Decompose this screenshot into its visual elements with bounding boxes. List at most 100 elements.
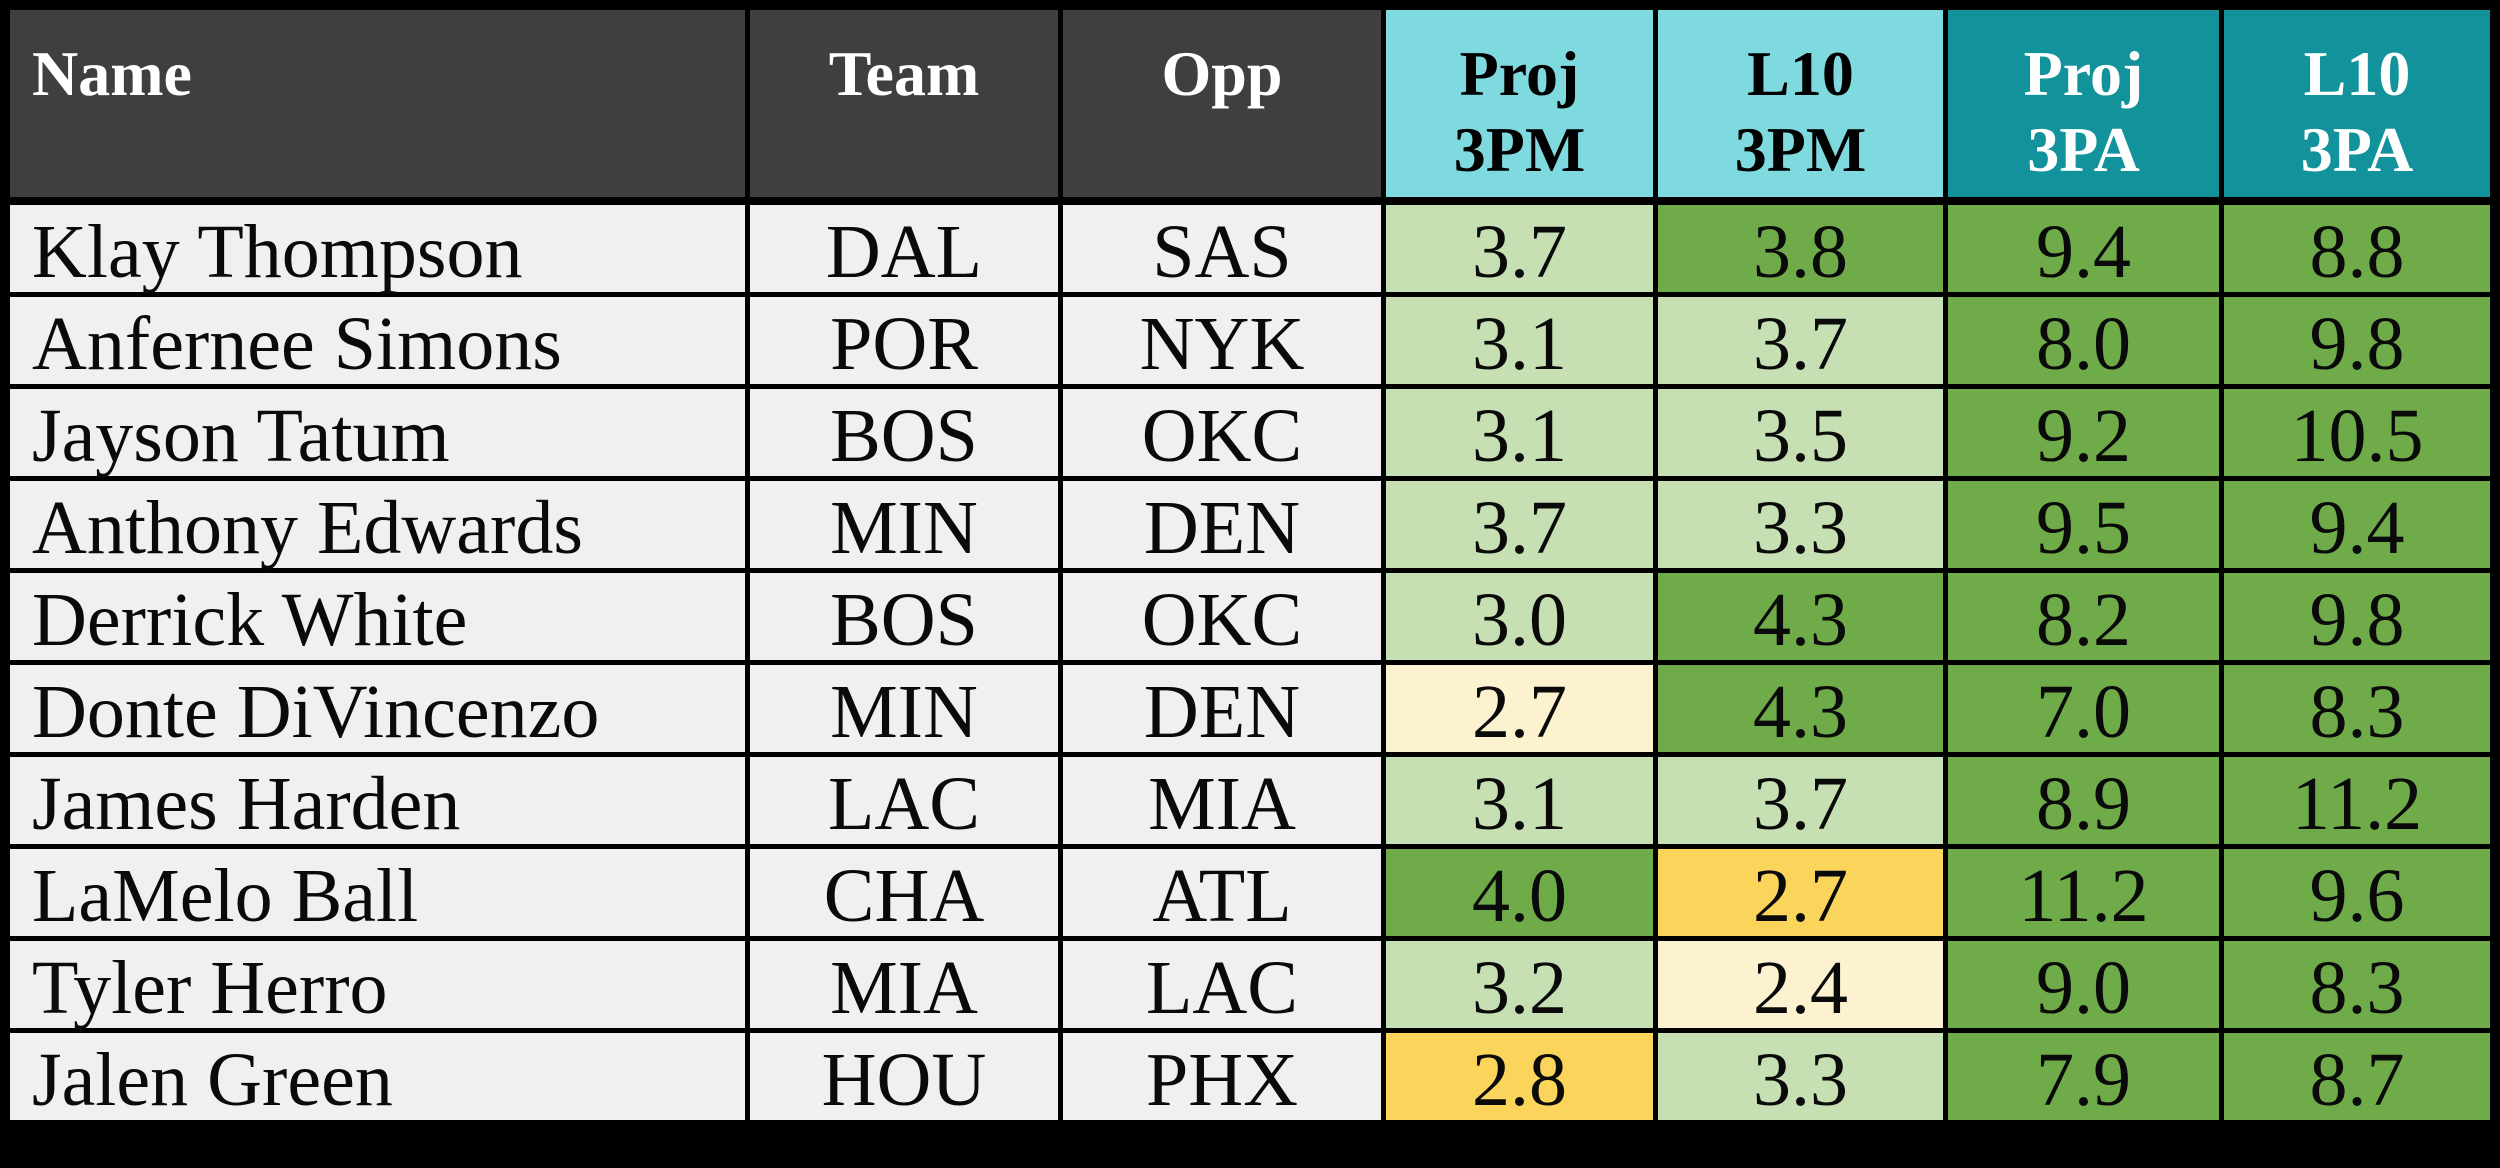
stat-cell-proj-3pm-label: 3.7 <box>1472 486 1567 570</box>
column-header-proj-3pm: Proj 3PM <box>1386 10 1653 200</box>
team-cell: MIN <box>750 481 1058 570</box>
stat-cell-proj-3pa: 9.0 <box>1948 941 2219 1030</box>
stat-cell-l10-3pm: 2.4 <box>1658 941 1943 1030</box>
stat-cell-l10-3pm: 2.7 <box>1658 849 1943 938</box>
stat-cell-l10-3pa: 11.2 <box>2224 757 2490 846</box>
stat-cell-l10-3pa-label: 9.8 <box>2309 578 2405 662</box>
team-cell-label: POR <box>830 302 978 386</box>
stat-cell-l10-3pm: 3.5 <box>1658 389 1943 478</box>
column-header-label: Name <box>32 38 192 109</box>
team-cell: MIA <box>750 941 1058 1030</box>
team-cell: DAL <box>750 205 1058 294</box>
stat-cell-l10-3pa-label: 10.5 <box>2290 394 2424 478</box>
player-name-cell: Tyler Herro <box>10 941 745 1030</box>
stat-cell-l10-3pm: 3.3 <box>1658 1033 1943 1122</box>
team-cell-label: BOS <box>830 578 978 662</box>
opp-cell: OKC <box>1063 389 1381 478</box>
team-cell: BOS <box>750 573 1058 662</box>
team-cell-label: MIA <box>830 946 978 1030</box>
stat-cell-l10-3pa: 8.3 <box>2224 941 2490 1030</box>
team-cell: BOS <box>750 389 1058 478</box>
stat-cell-l10-3pm-label: 3.7 <box>1753 302 1848 386</box>
stat-cell-l10-3pa: 10.5 <box>2224 389 2490 478</box>
opp-cell-label: SAS <box>1152 210 1292 294</box>
stat-cell-proj-3pm: 4.0 <box>1386 849 1653 938</box>
stat-cell-proj-3pm-label: 2.8 <box>1472 1038 1567 1122</box>
column-header-label: Team <box>828 38 980 109</box>
stat-cell-l10-3pa-label: 8.7 <box>2309 1038 2405 1122</box>
opp-cell-label: OKC <box>1141 578 1303 662</box>
stat-cell-l10-3pa: 9.8 <box>2224 573 2490 662</box>
player-name-cell: Derrick White <box>10 573 745 662</box>
stat-cell-proj-3pa-label: 9.0 <box>2036 946 2131 1030</box>
opp-cell: NYK <box>1063 297 1381 386</box>
opp-cell-label: DEN <box>1143 670 1301 754</box>
team-cell-label: BOS <box>830 394 978 478</box>
stat-cell-proj-3pm: 3.1 <box>1386 757 1653 846</box>
stat-cell-l10-3pm-label: 3.3 <box>1753 1038 1848 1122</box>
stat-cell-l10-3pa-label: 8.3 <box>2309 670 2405 754</box>
player-name-cell-label: Donte DiVincenzo <box>32 670 600 754</box>
player-name-cell: Jayson Tatum <box>10 389 745 478</box>
stat-cell-l10-3pa: 9.6 <box>2224 849 2490 938</box>
column-header-l10-3pa: L10 3PA <box>2224 10 2490 200</box>
stat-cell-proj-3pm-label: 3.2 <box>1472 946 1567 1030</box>
stat-cell-proj-3pm-label: 3.7 <box>1472 210 1567 294</box>
stat-cell-l10-3pa-label: 8.8 <box>2309 210 2405 294</box>
opp-cell-label: MIA <box>1148 762 1296 846</box>
team-cell: LAC <box>750 757 1058 846</box>
stat-cell-proj-3pm: 2.8 <box>1386 1033 1653 1122</box>
team-cell-label: CHA <box>823 854 985 938</box>
stat-cell-proj-3pa-label: 8.0 <box>2036 302 2131 386</box>
stat-cell-l10-3pa: 9.4 <box>2224 481 2490 570</box>
stat-cell-proj-3pm: 3.0 <box>1386 573 1653 662</box>
column-header-label: Proj 3PA <box>2023 38 2144 185</box>
player-name-cell-label: Anfernee Simons <box>32 302 562 386</box>
stat-cell-proj-3pm: 3.1 <box>1386 389 1653 478</box>
stat-cell-proj-3pm: 3.2 <box>1386 941 1653 1030</box>
stat-cell-proj-3pa: 11.2 <box>1948 849 2219 938</box>
stat-cell-proj-3pa-label: 8.9 <box>2036 762 2131 846</box>
stat-cell-proj-3pa-label: 9.2 <box>2036 394 2131 478</box>
player-name-cell-label: Jalen Green <box>32 1038 393 1122</box>
column-header-name: Name <box>10 10 745 200</box>
stat-cell-proj-3pm-label: 2.7 <box>1472 670 1567 754</box>
opp-cell: PHX <box>1063 1033 1381 1122</box>
player-name-cell-label: Jayson Tatum <box>32 394 450 478</box>
stat-cell-proj-3pa-label: 8.2 <box>2036 578 2131 662</box>
team-cell-label: HOU <box>821 1038 987 1122</box>
team-cell-label: MIN <box>830 670 978 754</box>
stat-cell-l10-3pa: 8.7 <box>2224 1033 2490 1122</box>
column-header-opp: Opp <box>1063 10 1381 200</box>
team-cell: CHA <box>750 849 1058 938</box>
opp-cell: DEN <box>1063 665 1381 754</box>
stat-cell-proj-3pm-label: 3.1 <box>1472 302 1567 386</box>
column-header-team: Team <box>750 10 1058 200</box>
stat-cell-l10-3pm: 4.3 <box>1658 573 1943 662</box>
team-cell: MIN <box>750 665 1058 754</box>
opp-cell-label: NYK <box>1139 302 1305 386</box>
opp-cell: SAS <box>1063 205 1381 294</box>
stat-cell-proj-3pa-label: 9.4 <box>2036 210 2131 294</box>
player-name-cell: Jalen Green <box>10 1033 745 1122</box>
stat-cell-l10-3pa-label: 9.6 <box>2309 854 2405 938</box>
stat-cell-l10-3pm: 3.3 <box>1658 481 1943 570</box>
team-cell-label: DAL <box>825 210 983 294</box>
stats-table: Name Team Opp Proj 3PM L10 3PM Proj 3PA L10 3P… <box>10 10 2490 1122</box>
team-cell: HOU <box>750 1033 1058 1122</box>
stat-cell-l10-3pm-label: 2.4 <box>1753 946 1848 1030</box>
column-header-l10-3pm: L10 3PM <box>1658 10 1943 200</box>
stat-cell-proj-3pa: 8.9 <box>1948 757 2219 846</box>
column-header-proj-3pa: Proj 3PA <box>1948 10 2219 200</box>
player-name-cell-label: Derrick White <box>32 578 468 662</box>
stat-cell-proj-3pa: 7.9 <box>1948 1033 2219 1122</box>
stat-cell-proj-3pa: 8.2 <box>1948 573 2219 662</box>
stat-cell-proj-3pa-label: 11.2 <box>2018 854 2149 938</box>
stat-cell-l10-3pa: 9.8 <box>2224 297 2490 386</box>
stat-cell-l10-3pa-label: 11.2 <box>2291 762 2423 846</box>
stat-cell-proj-3pm-label: 3.1 <box>1472 394 1567 478</box>
opp-cell: DEN <box>1063 481 1381 570</box>
column-header-label: L10 3PM <box>1734 38 1867 185</box>
stat-cell-proj-3pa: 9.2 <box>1948 389 2219 478</box>
team-cell-label: MIN <box>830 486 978 570</box>
